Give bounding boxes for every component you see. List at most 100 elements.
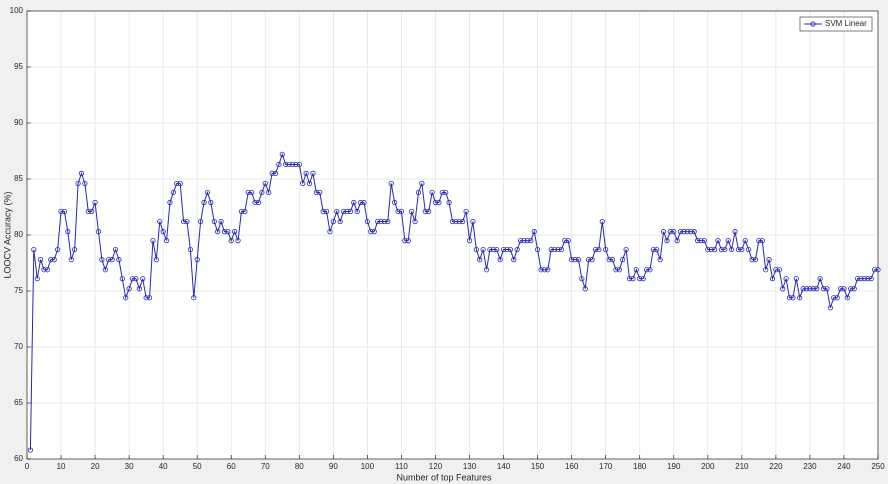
data-point xyxy=(858,276,864,282)
x-tick-label: 50 xyxy=(193,462,202,471)
data-point xyxy=(58,208,64,215)
data-point xyxy=(85,208,91,215)
x-tick-label: 40 xyxy=(159,462,168,471)
data-point xyxy=(221,229,228,235)
data-point xyxy=(266,189,272,196)
data-point xyxy=(528,238,534,244)
data-point xyxy=(538,267,544,273)
data-point xyxy=(225,229,231,235)
data-point xyxy=(575,257,582,263)
data-point xyxy=(249,189,255,196)
data-point xyxy=(65,229,71,235)
data-point xyxy=(480,246,486,253)
data-point xyxy=(514,246,520,253)
data-point xyxy=(276,161,282,168)
data-point xyxy=(106,257,112,263)
data-point xyxy=(769,276,776,282)
data-point xyxy=(504,246,510,253)
x-tick-label: 170 xyxy=(599,462,613,471)
data-point xyxy=(603,246,609,253)
data-point xyxy=(303,170,309,176)
x-tick-label: 30 xyxy=(125,462,134,471)
data-point xyxy=(198,218,204,225)
data-point xyxy=(429,189,435,196)
data-point xyxy=(174,180,180,187)
data-point xyxy=(487,246,493,253)
data-point xyxy=(834,295,840,301)
data-point xyxy=(361,199,367,206)
data-point xyxy=(555,246,561,253)
data-point xyxy=(640,276,646,282)
data-point xyxy=(606,257,612,263)
data-point xyxy=(238,208,245,215)
data-point xyxy=(51,257,57,263)
y-tick-label: 80 xyxy=(14,230,23,239)
data-point xyxy=(854,276,861,282)
data-point xyxy=(351,199,357,206)
data-point xyxy=(626,276,633,282)
x-tick-label: 220 xyxy=(769,462,783,471)
data-point xyxy=(392,199,398,206)
x-tick-label: 160 xyxy=(565,462,579,471)
data-point xyxy=(848,286,854,292)
data-point xyxy=(616,267,622,273)
data-point xyxy=(344,208,350,215)
data-point xyxy=(443,189,449,196)
data-point xyxy=(415,189,422,196)
data-point xyxy=(330,218,336,225)
data-point xyxy=(340,208,347,215)
data-point xyxy=(412,218,418,225)
data-point xyxy=(470,218,476,225)
data-point xyxy=(688,229,694,235)
data-point xyxy=(187,246,193,253)
data-point xyxy=(140,276,146,282)
data-point xyxy=(579,276,585,282)
x-tick-label: 250 xyxy=(871,462,885,471)
data-point xyxy=(599,218,605,225)
data-point xyxy=(34,276,40,282)
x-tick-label: 110 xyxy=(395,462,408,471)
data-point xyxy=(558,246,565,253)
data-point xyxy=(752,257,759,263)
x-axis-label: Number of top Features xyxy=(396,472,492,482)
data-point xyxy=(800,286,806,292)
data-point xyxy=(204,189,211,196)
data-point xyxy=(660,229,667,235)
data-point xyxy=(453,218,459,225)
data-point xyxy=(507,246,513,253)
x-tick-label: 70 xyxy=(261,462,270,471)
data-point xyxy=(296,161,302,168)
x-tick-label: 60 xyxy=(227,462,236,471)
data-point xyxy=(517,238,524,244)
data-point xyxy=(405,238,411,244)
data-point xyxy=(633,267,639,273)
data-point xyxy=(436,199,442,206)
data-point xyxy=(732,229,738,235)
data-point xyxy=(385,218,391,225)
data-point xyxy=(123,295,129,301)
data-point xyxy=(691,229,697,235)
data-point xyxy=(262,180,268,187)
data-point xyxy=(432,199,439,206)
x-tick-label: 200 xyxy=(701,462,715,471)
data-point xyxy=(68,257,74,263)
data-point xyxy=(163,238,170,244)
data-point xyxy=(48,257,54,263)
data-point xyxy=(41,267,47,273)
data-point xyxy=(511,257,517,263)
y-tick-label: 60 xyxy=(14,454,23,463)
data-point xyxy=(473,246,479,253)
data-point xyxy=(592,246,599,253)
data-point xyxy=(55,246,61,253)
data-point xyxy=(871,267,878,273)
data-point xyxy=(252,199,258,206)
data-point xyxy=(718,246,725,253)
data-point xyxy=(729,246,735,253)
data-point xyxy=(38,257,44,263)
data-point xyxy=(259,189,265,196)
data-point xyxy=(541,267,548,273)
data-point xyxy=(674,238,680,244)
data-point xyxy=(735,246,742,253)
data-point xyxy=(126,286,132,292)
